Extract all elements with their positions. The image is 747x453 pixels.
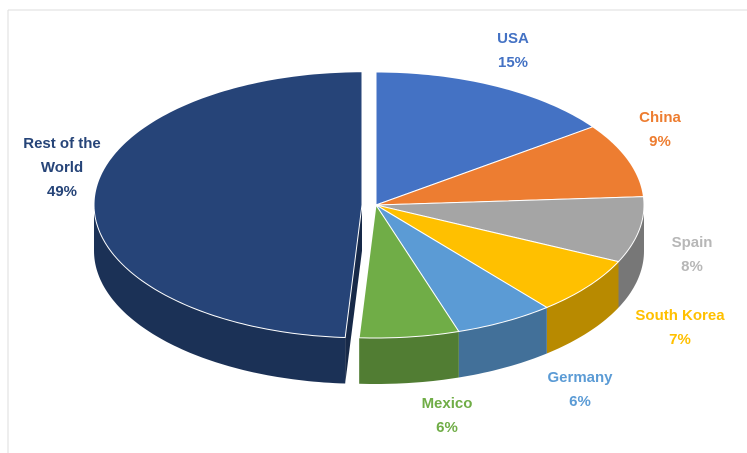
value-label: 15% [497, 54, 529, 71]
slice-side [94, 204, 346, 384]
slice [375, 204, 548, 333]
slice-side [546, 261, 619, 354]
data-label: China 9% [605, 106, 715, 154]
category-name: Mexico [421, 395, 473, 412]
category-name: USA [497, 30, 529, 47]
slice [375, 196, 645, 263]
data-label: Mexico 6% [392, 392, 502, 440]
slice [375, 126, 645, 206]
category-name: China [639, 109, 681, 126]
value-label: 6% [436, 419, 458, 436]
value-label: 7% [669, 331, 691, 348]
value-label: 6% [569, 393, 591, 410]
slice-side [458, 307, 547, 378]
category-name: Spain [671, 234, 713, 251]
slice [375, 204, 620, 309]
data-label: Spain 8% [637, 231, 747, 279]
slice [358, 203, 460, 339]
slice-cut-face [345, 204, 363, 384]
slice-side [618, 205, 644, 308]
slice [375, 71, 594, 206]
value-label: 49% [46, 183, 78, 200]
category-name: Germany [547, 369, 613, 386]
slice-side [359, 331, 459, 384]
data-label: South Korea 7% [625, 304, 735, 352]
value-label: 8% [681, 258, 703, 275]
slice [93, 71, 363, 339]
data-label: Germany 6% [525, 366, 635, 414]
data-label: Rest of the World 49% [7, 132, 117, 204]
category-name: South Korea [635, 307, 725, 324]
value-label: 9% [649, 133, 671, 150]
data-label: USA 15% [458, 27, 568, 75]
category-name: Rest of the World [23, 135, 101, 176]
